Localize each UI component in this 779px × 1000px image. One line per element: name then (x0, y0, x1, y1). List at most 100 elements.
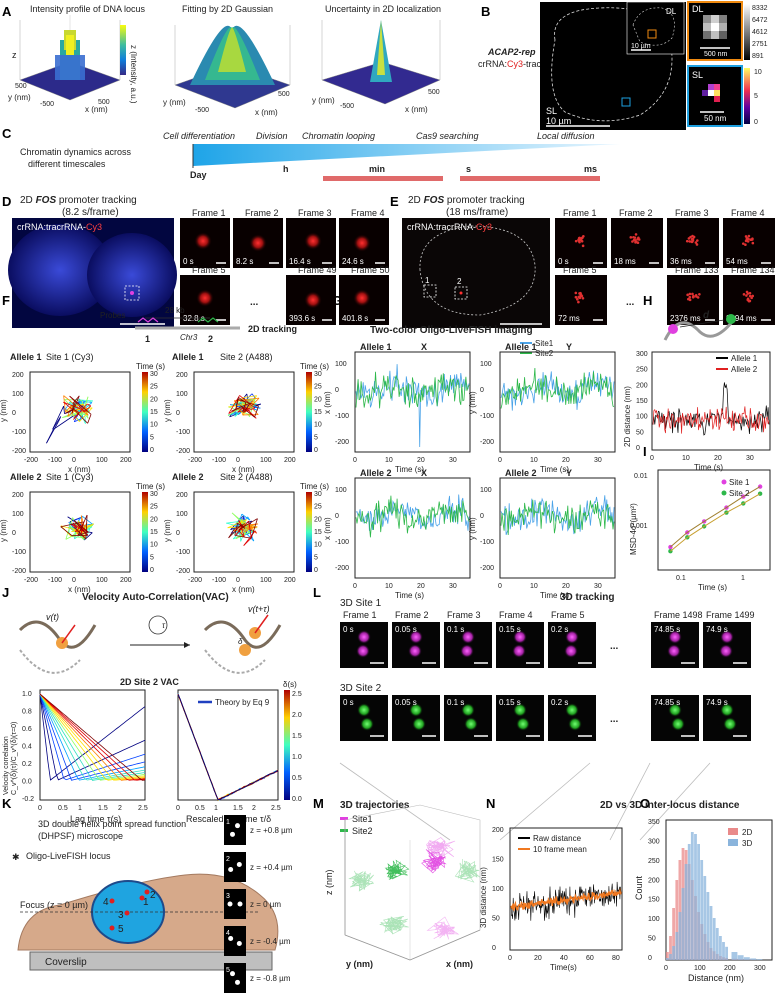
j-ytick: 0.0 (22, 779, 32, 786)
l-psf-lobe (357, 630, 371, 644)
l-frame-label: Frame 2 (395, 610, 429, 620)
panel-h: d 300 250 200 150 100 50 0 0 10 20 30 Time (s) 2D di… (623, 310, 771, 472)
g-ytick: 0 (335, 513, 339, 520)
d-frame-label: Frame 1 (192, 208, 226, 218)
f-cbar-label: Time (s) (300, 482, 329, 491)
j-vac-rescaled-curve (177, 694, 279, 801)
k-psf-num: 1 (226, 819, 230, 826)
e-spot-pixel (578, 295, 581, 299)
i-axes (657, 469, 771, 571)
g-series-site1 (500, 370, 615, 411)
panel-label-m: M (313, 796, 324, 811)
e-spot-pixel (698, 292, 701, 296)
f-xtick: -200 (24, 457, 38, 464)
j-vac-curve (39, 693, 146, 781)
l-psf-lobe (356, 644, 370, 658)
f-traj-segment (243, 402, 251, 413)
j-ctick: 1.5 (292, 733, 302, 740)
g-xtick: 10 (385, 457, 393, 464)
o-bar-3d (681, 888, 685, 960)
j-ylabel-2: C_v^(δ)(τ)/C_v^(δ)(τ=0) (11, 722, 18, 795)
c-time-wedge (193, 144, 620, 166)
panel-d: 2D FOS promoter tracking (8.2 s/frame) c… (8, 195, 390, 328)
f-traj-segment (80, 409, 89, 416)
o-ytick: 50 (648, 936, 656, 943)
o-bar-3d (709, 906, 713, 960)
g-ylabel: x (nm) (323, 391, 332, 414)
l-frame-label: Frame 1 (343, 610, 377, 620)
j-vac-curve (39, 693, 146, 781)
g-xtick: 20 (417, 583, 425, 590)
o-xtick: 100 (694, 965, 706, 972)
e-frame-label: Frame 5 (563, 265, 597, 275)
c-range-bar-2 (460, 176, 600, 181)
f-traj-segment (74, 395, 80, 407)
n-ytick: 200 (492, 827, 504, 834)
g-title: Two-color Oligo-LiveFISH imaging (370, 325, 533, 336)
h-xlabel: Time (s) (694, 463, 723, 472)
l-ellipsis: ... (610, 641, 619, 652)
e-frame-label: Frame 2 (619, 208, 653, 218)
l-psf-lobe (357, 703, 371, 717)
e-frame-image (555, 218, 607, 268)
f-trajectory-plots: Allele 1 Site 1 (Cy3)2001000-100-200-200-… (0, 352, 329, 594)
j-vac-curve (39, 693, 146, 781)
j-vac-curve (39, 693, 146, 781)
n-series-mean (510, 887, 622, 911)
f-traj-segment (63, 406, 65, 414)
m-traj-path (421, 849, 447, 874)
o-bar-3d (731, 952, 738, 960)
l-frame-time: 0.2 s (551, 698, 568, 707)
a-tick: -500 (195, 107, 209, 114)
n-xtick: 60 (586, 955, 594, 962)
f-ylabel: y (nm) (0, 399, 8, 422)
e-frame-image (667, 275, 719, 325)
e-title: 2D FOS promoter tracking (408, 195, 525, 206)
e-frame-time: 18 ms (614, 257, 636, 266)
f-traj-segment (60, 526, 73, 537)
e-spot-pixel (694, 294, 698, 297)
g-ytick: -200 (335, 439, 349, 446)
m-zlabel: z (nm) (324, 870, 334, 896)
f-ytick: -200 (176, 448, 190, 455)
e-spot-pixel (691, 292, 694, 296)
n-legend-2: 10 frame mean (533, 845, 587, 854)
m-traj-path (426, 916, 460, 940)
g-xlabel: Time (s) (395, 465, 424, 474)
n-xtick: 40 (560, 955, 568, 962)
f-traj-segment (234, 523, 246, 530)
f-ctick: 20 (150, 516, 158, 523)
f-ytick: 200 (176, 372, 188, 379)
k-title-1: 3D double helix point spread function (38, 819, 186, 829)
o-bar-2d (672, 908, 675, 960)
f-traj-segment (69, 395, 92, 415)
g-xtick: 20 (562, 583, 570, 590)
f-ctick: 25 (150, 504, 158, 511)
j-xtick-2: 2 (252, 805, 256, 812)
f-ytick: 200 (12, 492, 24, 499)
panel-j: Velocity Auto-Correlation(VAC) v(t) τ v(… (3, 592, 302, 824)
b-inset-dl: DL (666, 7, 677, 16)
h-site2-dot (726, 314, 736, 324)
o-bar-3d (684, 864, 688, 960)
e-frame-image (555, 275, 607, 325)
e-spot-pixel (574, 239, 578, 243)
l-frame-label: Frame 3 (447, 610, 481, 620)
f-ctick: 30 (150, 371, 158, 378)
d-frame-spot (194, 232, 212, 250)
l-psf-lobe (723, 717, 737, 731)
j-vac-curve (39, 693, 146, 781)
f-xtick: 0 (72, 577, 76, 584)
e-cell-image (402, 218, 550, 328)
h-axes (651, 351, 771, 451)
f-p1: 1 (145, 334, 150, 344)
j-ctick: 0.5 (292, 775, 302, 782)
o-bar-2d (675, 880, 679, 960)
e-spot-pixel (751, 241, 755, 245)
l-frame-time: 74.9 s (706, 625, 728, 634)
f-traj-segment (70, 525, 77, 531)
g-legend-site1: Site1 (535, 339, 554, 348)
panel-m: 3D trajectories Site1 Site2 z (nm) y (nm… (324, 800, 481, 969)
k-psf-image (224, 963, 246, 993)
